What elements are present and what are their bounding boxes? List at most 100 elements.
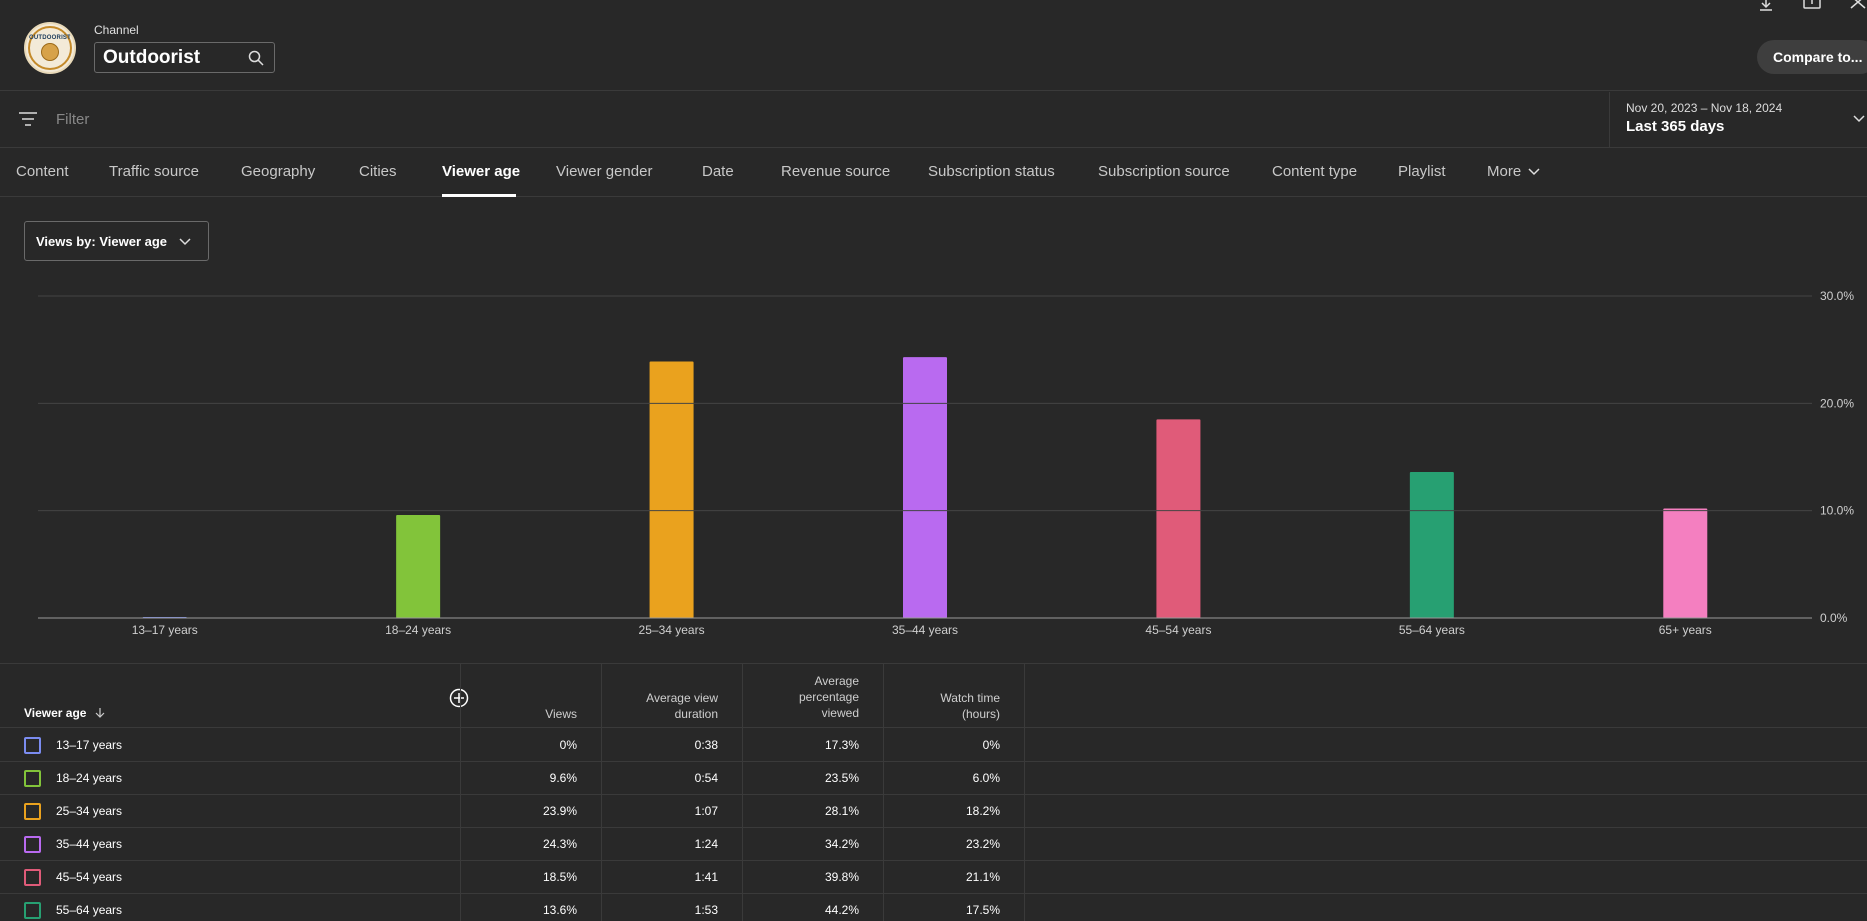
sort-column-header[interactable]: Viewer age	[24, 706, 106, 720]
viewer-age-chart: 13–17 years 18–24 years 25–34 years 35–44 y…	[38, 289, 1854, 637]
cell-watch: 6.0%	[972, 771, 1000, 785]
feedback-icon[interactable]	[1803, 0, 1821, 12]
avatar-logo-text: OUTDOORIST	[29, 35, 71, 41]
cell-duration: 1:07	[694, 804, 718, 818]
tab-subscription-source[interactable]: Subscription source	[1098, 163, 1230, 180]
table-row[interactable]: 35–44 years 24.3% 1:24 34.2% 23.2%	[0, 828, 1867, 861]
chart-bar[interactable]	[1156, 419, 1201, 618]
table-header: Viewer age Views Average view duration A…	[0, 664, 1867, 728]
cell-duration: 1:24	[694, 837, 718, 851]
add-column-icon[interactable]	[449, 688, 469, 708]
tab-date[interactable]: Date	[702, 163, 734, 180]
tab-geography[interactable]: Geography	[241, 163, 316, 180]
compare-button[interactable]: Compare to...	[1757, 40, 1867, 74]
filter-bar: Filter	[0, 92, 1867, 148]
y-tick-label: 20.0%	[1820, 396, 1854, 410]
column-header-avg-percentage-line1: Average	[814, 674, 859, 688]
cell-pct: 17.3%	[824, 738, 859, 752]
column-divider	[460, 664, 461, 921]
cell-pct: 39.8%	[824, 870, 859, 884]
column-header-avg-percentage[interactable]: Average percentage viewed	[760, 673, 859, 721]
date-range-picker[interactable]: Nov 20, 2023 – Nov 18, 2024 Last 365 day…	[1609, 92, 1867, 148]
x-tick-label: 55–64 years	[1399, 623, 1465, 637]
column-header-views-label: Views	[545, 707, 577, 721]
cell-watch: 21.1%	[965, 870, 1000, 884]
date-range-dates: Nov 20, 2023 – Nov 18, 2024	[1626, 101, 1783, 115]
column-header-avg-percentage-line2: percentage	[798, 690, 859, 704]
cell-pct: 28.1%	[824, 804, 859, 818]
column-divider	[601, 664, 602, 921]
tab-traffic-source[interactable]: Traffic source	[109, 163, 200, 180]
column-header-watch-time-line2: (hours)	[961, 707, 1000, 721]
cell-duration: 1:41	[694, 870, 718, 884]
column-header-views[interactable]: Views	[500, 706, 577, 722]
tab-more[interactable]: More	[1487, 163, 1541, 180]
row-label: 13–17 years	[56, 738, 123, 752]
chevron-down-icon	[179, 238, 191, 246]
dimension-tabs: Content Traffic source Geography Cities …	[0, 149, 1867, 197]
column-header-watch-time-line1: Watch time	[940, 691, 1000, 705]
tab-revenue-source[interactable]: Revenue source	[781, 163, 891, 180]
table-row[interactable]: 18–24 years 9.6% 0:54 23.5% 6.0%	[0, 762, 1867, 795]
channel-selector[interactable]: Outdoorist	[94, 42, 275, 73]
tab-viewer-gender[interactable]: Viewer gender	[556, 163, 653, 180]
series-checkbox[interactable]	[24, 770, 41, 787]
channel-avatar[interactable]: OUTDOORIST	[24, 22, 76, 74]
series-checkbox[interactable]	[24, 902, 41, 919]
tab-more-label: More	[1487, 163, 1522, 180]
series-checkbox[interactable]	[24, 836, 41, 853]
avatar-logo: OUTDOORIST	[28, 26, 72, 70]
table-row[interactable]: 13–17 years 0% 0:38 17.3% 0%	[0, 729, 1867, 762]
tab-cities[interactable]: Cities	[359, 163, 397, 180]
cell-views: 24.3%	[542, 837, 577, 851]
tab-content[interactable]: Content	[16, 163, 69, 180]
column-header-avg-percentage-line3: viewed	[821, 706, 859, 720]
column-header-avg-duration[interactable]: Average view duration	[620, 690, 718, 722]
column-header-avg-duration-line2: duration	[674, 707, 718, 721]
chevron-down-icon	[1528, 167, 1540, 175]
top-toolbar	[1757, 0, 1867, 12]
channel-caption: Channel	[94, 23, 139, 37]
row-label: 45–54 years	[56, 870, 123, 884]
y-tick-label: 30.0%	[1820, 289, 1854, 303]
row-label: 18–24 years	[56, 771, 123, 785]
series-checkbox[interactable]	[24, 869, 41, 886]
series-checkbox[interactable]	[24, 803, 41, 820]
y-tick-label: 10.0%	[1820, 504, 1854, 518]
cell-views: 23.9%	[542, 804, 577, 818]
active-tab-indicator	[442, 194, 516, 197]
globe-icon	[41, 43, 59, 61]
x-tick-label: 13–17 years	[132, 623, 198, 637]
tab-content-type[interactable]: Content type	[1272, 163, 1358, 180]
chart-bar[interactable]	[396, 514, 441, 618]
table-row[interactable]: 45–54 years 18.5% 1:41 39.8% 21.1%	[0, 861, 1867, 894]
cell-duration: 0:54	[694, 771, 718, 785]
column-header-watch-time[interactable]: Watch time (hours)	[900, 690, 1000, 722]
cell-watch: 23.2%	[965, 837, 1000, 851]
channel-name: Outdoorist	[103, 46, 201, 68]
cell-pct: 23.5%	[824, 771, 859, 785]
search-icon[interactable]	[248, 50, 264, 66]
chart-bar[interactable]	[1663, 508, 1708, 618]
column-divider	[883, 664, 884, 921]
tab-subscription-status[interactable]: Subscription status	[928, 163, 1055, 180]
column-divider	[1024, 664, 1025, 921]
chart-bar[interactable]	[649, 361, 694, 618]
download-icon[interactable]	[1757, 0, 1775, 12]
tab-viewer-age[interactable]: Viewer age	[442, 163, 521, 180]
close-icon[interactable]	[1849, 0, 1867, 12]
filter-icon[interactable]	[18, 111, 38, 127]
series-checkbox[interactable]	[24, 737, 41, 754]
metric-dropdown[interactable]: Views by: Viewer age	[24, 221, 209, 261]
x-tick-label: 65+ years	[1659, 623, 1712, 637]
table-row[interactable]: 55–64 years 13.6% 1:53 44.2% 17.5%	[0, 894, 1867, 921]
x-tick-label: 35–44 years	[892, 623, 958, 637]
chart-bar[interactable]	[1409, 472, 1454, 618]
filter-input[interactable]: Filter	[56, 111, 90, 128]
tab-playlist[interactable]: Playlist	[1398, 163, 1446, 180]
cell-views: 13.6%	[542, 903, 577, 917]
table-row[interactable]: 25–34 years 23.9% 1:07 28.1% 18.2%	[0, 795, 1867, 828]
row-label: 25–34 years	[56, 804, 123, 818]
cell-pct: 44.2%	[824, 903, 859, 917]
chart-bar[interactable]	[903, 357, 947, 618]
